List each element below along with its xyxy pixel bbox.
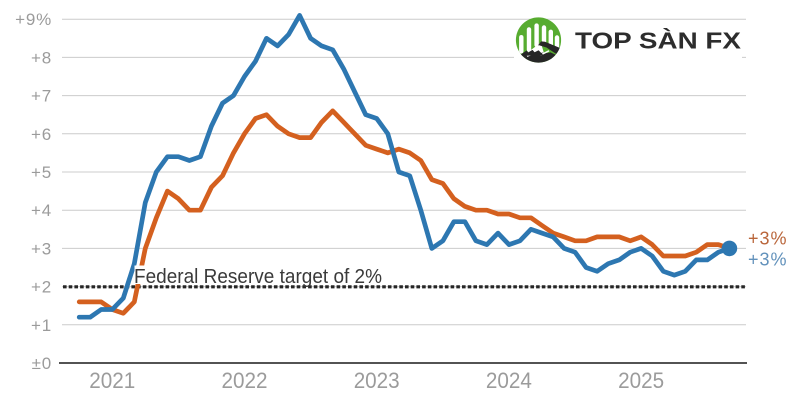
svg-text:2025: 2025	[618, 368, 664, 393]
svg-text:+6: +6	[31, 125, 52, 144]
svg-text:2022: 2022	[222, 368, 268, 393]
svg-text:+5: +5	[31, 163, 52, 182]
svg-text:+3%: +3%	[748, 229, 788, 249]
svg-text:2024: 2024	[486, 368, 532, 393]
svg-text:Federal Reserve target of 2%: Federal Reserve target of 2%	[134, 265, 382, 288]
svg-text:+2: +2	[31, 278, 52, 297]
svg-text:+1: +1	[31, 316, 52, 335]
svg-text:+9%: +9%	[15, 10, 52, 29]
svg-text:+8: +8	[31, 48, 52, 67]
svg-text:+3: +3	[31, 239, 52, 258]
svg-text:TOP SÀN FX: TOP SÀN FX	[575, 27, 741, 54]
svg-text:2021: 2021	[89, 368, 135, 393]
svg-text:2023: 2023	[354, 368, 400, 393]
svg-text:±0: ±0	[32, 354, 52, 373]
svg-text:+3%: +3%	[748, 250, 788, 270]
svg-text:+7: +7	[31, 87, 52, 106]
svg-text:+4: +4	[31, 201, 52, 220]
